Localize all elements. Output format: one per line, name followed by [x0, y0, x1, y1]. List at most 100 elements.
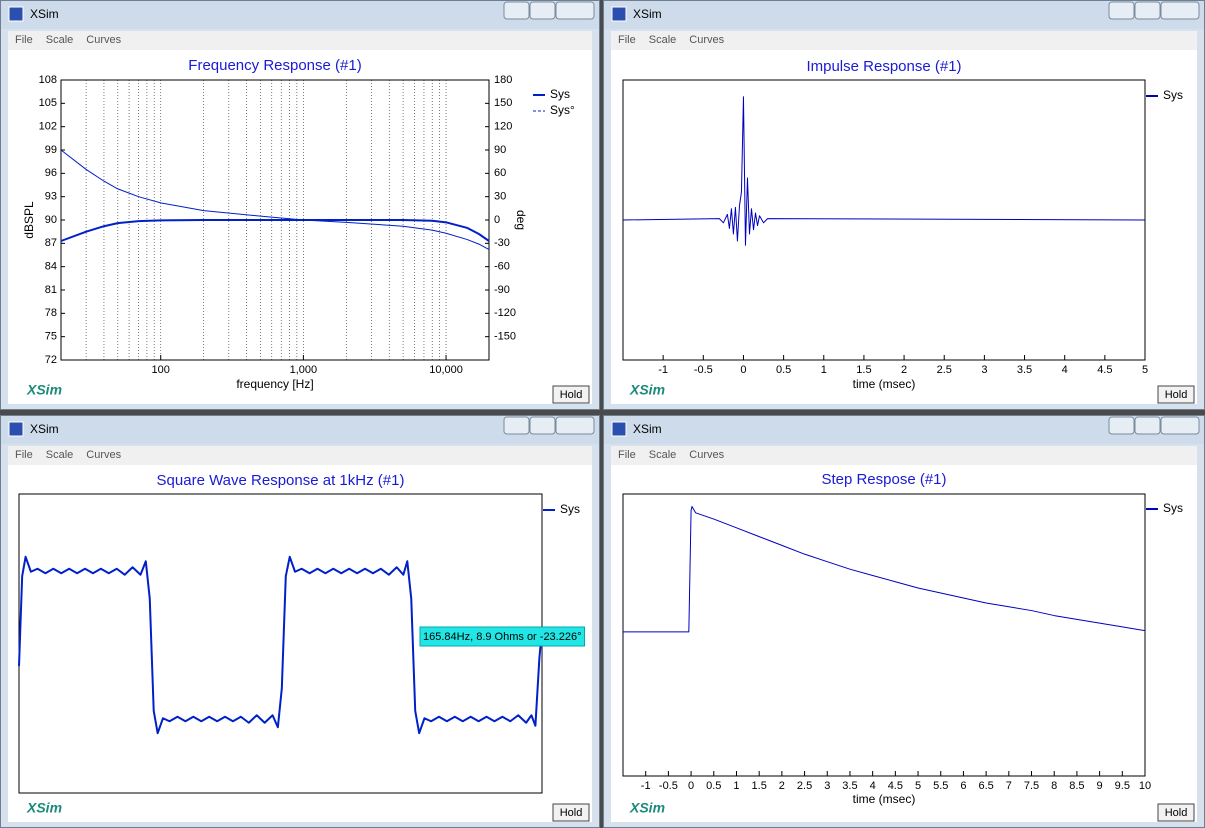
title-bar: [1, 416, 599, 444]
menu-bar: [611, 31, 1197, 50]
x-axis-label: time (msec): [853, 792, 916, 806]
x-tick-label: 7: [1006, 780, 1012, 792]
x-tick-label: 1,000: [290, 364, 318, 376]
x-tick-label: -0.5: [659, 780, 678, 792]
xsim-logo: XSim: [629, 800, 665, 816]
hold-label: Hold: [560, 807, 583, 819]
y-tick-label: 90: [45, 214, 57, 226]
y-tick-label: 78: [45, 307, 57, 319]
x-tick-label: 2: [901, 364, 907, 376]
x-tick-label: 1: [733, 780, 739, 792]
y-tick-label: 105: [39, 97, 57, 109]
x-tick-label: 1.5: [856, 364, 871, 376]
menu-item[interactable]: Curves: [86, 449, 121, 461]
y-axis-label: dBSPL: [22, 201, 36, 239]
y2-tick-label: -90: [494, 284, 510, 296]
x-tick-label: -1: [641, 780, 651, 792]
client-area: [8, 50, 592, 404]
maximize-button[interactable]: [1134, 416, 1161, 435]
x-tick-label: 0.5: [776, 364, 791, 376]
series-line: [18, 555, 543, 735]
menu-item[interactable]: Scale: [649, 449, 677, 461]
close-button[interactable]: [1160, 1, 1200, 20]
y2-tick-label: -150: [494, 331, 516, 343]
menu-item[interactable]: File: [15, 449, 33, 461]
x-tick-label: 4: [870, 780, 876, 792]
legend-label: Sys: [550, 87, 570, 101]
y-tick-label: 99: [45, 144, 57, 156]
x-tick-label: 7.5: [1024, 780, 1039, 792]
y-tick-label: 87: [45, 237, 57, 249]
hold-label: Hold: [1165, 389, 1188, 401]
x-tick-label: 1.5: [752, 780, 767, 792]
minimize-button[interactable]: [503, 1, 530, 20]
series-line: [623, 506, 1146, 633]
legend-label: Sys: [1163, 501, 1183, 515]
menu-item[interactable]: Scale: [46, 449, 74, 461]
y2-tick-label: -60: [494, 261, 510, 273]
series-line: [60, 149, 490, 250]
x-tick-label: 3: [824, 780, 830, 792]
menu-item[interactable]: File: [618, 449, 636, 461]
hold-label: Hold: [560, 389, 583, 401]
app-icon: [8, 421, 24, 437]
x-axis-label: time (msec): [853, 377, 916, 391]
window-title: XSim: [30, 7, 59, 21]
xsim-logo: XSim: [629, 382, 665, 398]
y2-tick-label: -30: [494, 237, 510, 249]
x-tick-label: 100: [152, 364, 170, 376]
x-tick-label: 9: [1097, 780, 1103, 792]
menu-item[interactable]: File: [15, 34, 33, 46]
x-tick-label: 0.5: [706, 780, 721, 792]
x-tick-label: 4.5: [888, 780, 903, 792]
x-tick-label: 4: [1062, 364, 1068, 376]
y2-tick-label: 60: [494, 167, 506, 179]
x-tick-label: 0: [740, 364, 746, 376]
menu-item[interactable]: Scale: [649, 34, 677, 46]
y-tick-label: 72: [45, 354, 57, 366]
tooltip: [419, 626, 585, 647]
y-tick-label: 84: [45, 261, 57, 273]
x-tick-label: 10,000: [429, 364, 463, 376]
menu-item[interactable]: Curves: [689, 34, 724, 46]
menu-item[interactable]: Curves: [86, 34, 121, 46]
chart-title: Square Wave Response at 1kHz (#1): [157, 472, 405, 489]
x-tick-label: 5.5: [933, 780, 948, 792]
menu-item[interactable]: File: [618, 34, 636, 46]
minimize-button[interactable]: [1108, 1, 1135, 20]
x-tick-label: 3.5: [842, 780, 857, 792]
close-button[interactable]: [555, 416, 595, 435]
x-tick-label: 5: [1142, 364, 1148, 376]
maximize-button[interactable]: [529, 416, 556, 435]
close-button[interactable]: [1160, 416, 1200, 435]
y2-tick-label: 90: [494, 144, 506, 156]
menu-item[interactable]: Curves: [689, 449, 724, 461]
menu-bar: [8, 31, 592, 50]
series-line: [60, 219, 490, 242]
y-tick-label: 102: [39, 121, 57, 133]
maximize-button[interactable]: [529, 1, 556, 20]
y-tick-label: 108: [39, 74, 57, 86]
x-tick-label: 2.5: [937, 364, 952, 376]
xsim-logo: XSim: [26, 382, 62, 398]
hold-label: Hold: [1165, 807, 1188, 819]
maximize-button[interactable]: [1134, 1, 1161, 20]
legend-label: Sys°: [550, 103, 575, 117]
y-tick-label: 81: [45, 284, 57, 296]
title-bar: [604, 416, 1204, 444]
plot-frame: [622, 493, 1146, 777]
close-button[interactable]: [555, 1, 595, 20]
x-axis-label: frequency [Hz]: [236, 377, 313, 391]
menu-item[interactable]: Scale: [46, 34, 74, 46]
hold-button[interactable]: [1157, 803, 1195, 822]
hold-button[interactable]: [552, 385, 590, 404]
minimize-button[interactable]: [1108, 416, 1135, 435]
y2-tick-label: -120: [494, 307, 516, 319]
hold-button[interactable]: [1157, 385, 1195, 404]
hold-button[interactable]: [552, 803, 590, 822]
app-icon: [611, 6, 627, 22]
y-tick-label: 75: [45, 331, 57, 343]
y2-tick-label: 30: [494, 191, 506, 203]
minimize-button[interactable]: [503, 416, 530, 435]
